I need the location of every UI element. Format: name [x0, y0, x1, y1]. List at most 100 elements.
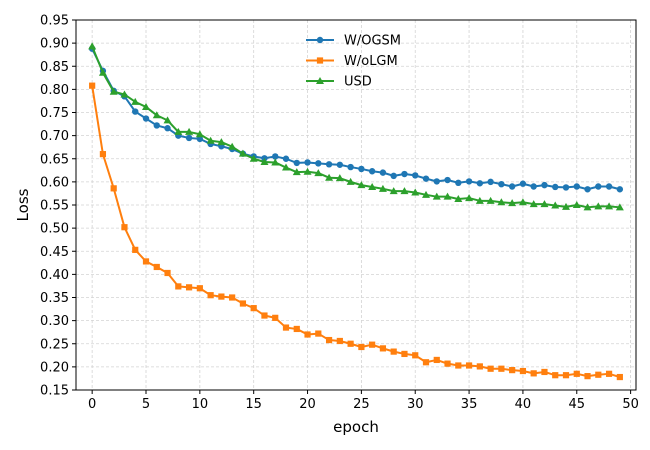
data-point-w-olgm [358, 343, 365, 351]
data-point-w-ogsm [358, 165, 365, 173]
series-usd [88, 42, 624, 211]
data-point-usd [540, 200, 549, 208]
data-point-usd [152, 111, 161, 119]
data-point-usd [260, 157, 269, 165]
data-point-w-olgm [455, 362, 462, 369]
data-point-w-olgm [229, 294, 236, 301]
data-point-usd [475, 196, 484, 204]
data-point-w-ogsm [584, 186, 591, 193]
data-point-w-olgm [336, 337, 343, 345]
y-tick-label: 0.40 [40, 268, 69, 283]
data-point-usd [389, 187, 398, 195]
y-tick-label: 0.15 [40, 384, 69, 399]
data-point-w-ogsm [519, 180, 527, 187]
data-point-w-olgm [110, 185, 117, 192]
series-w-olgm [89, 82, 623, 381]
data-point-w-olgm [573, 370, 580, 377]
y-tick-label: 0.20 [40, 360, 69, 375]
data-point-w-olgm [595, 371, 602, 378]
data-point-w-ogsm [573, 183, 580, 190]
data-point-w-ogsm [455, 179, 462, 186]
data-point-usd [583, 203, 592, 211]
data-point-usd [325, 173, 334, 181]
data-point-usd [271, 158, 280, 166]
data-point-w-olgm [465, 362, 473, 369]
data-point-w-olgm [132, 246, 139, 253]
data-point-usd [88, 42, 97, 50]
data-point-w-olgm [89, 82, 96, 89]
data-point-w-ogsm [325, 161, 333, 168]
data-point-w-olgm [175, 283, 182, 290]
data-point-usd [346, 177, 355, 185]
data-point-w-olgm [121, 224, 128, 231]
data-point-w-olgm [422, 359, 430, 366]
data-point-w-olgm [272, 314, 279, 321]
legend-entry-w-olgm: W/oLGM [306, 54, 398, 69]
data-point-w-olgm [347, 340, 354, 347]
data-point-usd [238, 149, 247, 157]
data-point-usd [378, 184, 387, 192]
data-point-w-olgm [519, 367, 527, 375]
data-point-usd [508, 199, 517, 207]
data-point-usd [594, 202, 603, 210]
data-point-usd [572, 201, 581, 208]
data-point-usd [282, 163, 290, 171]
data-point-usd [432, 192, 441, 200]
series-line-w-ogsm [91, 48, 621, 191]
data-point-w-olgm [552, 372, 559, 379]
data-point-w-olgm [476, 363, 483, 370]
data-point-w-olgm [325, 336, 333, 344]
data-point-w-ogsm [368, 168, 376, 175]
data-point-w-ogsm [304, 159, 311, 166]
data-point-w-ogsm [196, 135, 204, 143]
data-point-w-ogsm [605, 183, 613, 190]
data-point-w-ogsm [498, 180, 505, 188]
y-tick-label: 0.75 [40, 106, 69, 121]
data-point-w-olgm [562, 372, 570, 379]
data-point-usd [249, 154, 258, 162]
data-point-usd [400, 187, 409, 195]
data-point-w-olgm [293, 325, 300, 333]
y-tick-label: 0.50 [40, 222, 69, 237]
data-point-w-olgm [185, 284, 193, 291]
data-point-w-olgm [584, 373, 591, 380]
data-point-w-olgm [444, 360, 451, 367]
data-point-w-ogsm [336, 161, 344, 168]
data-point-w-olgm [401, 350, 408, 358]
legend-entry-usd: USD [306, 75, 372, 90]
data-point-w-olgm [498, 365, 505, 372]
grid [76, 19, 636, 391]
data-point-usd [422, 190, 430, 198]
data-point-usd [195, 130, 204, 138]
data-point-usd [529, 200, 538, 208]
data-point-usd [411, 188, 420, 196]
data-point-usd [465, 194, 474, 202]
x-tick-label: 30 [407, 397, 424, 412]
data-point-w-olgm [433, 356, 440, 364]
x-tick-label: 50 [622, 397, 639, 412]
data-point-w-olgm [379, 345, 387, 352]
data-point-w-ogsm [282, 155, 290, 162]
x-tick-label: 25 [353, 397, 370, 412]
data-point-w-ogsm [185, 134, 193, 142]
y-tick-label: 0.80 [40, 83, 69, 98]
y-tick-label: 0.30 [40, 314, 69, 329]
data-point-usd [454, 194, 463, 202]
data-point-w-ogsm [595, 183, 602, 190]
data-point-w-olgm [250, 305, 257, 312]
data-point-w-ogsm [379, 169, 387, 176]
data-point-w-olgm [616, 373, 623, 381]
legend-label: W/oLGM [344, 54, 398, 69]
data-point-usd [142, 102, 150, 110]
legend-marker [316, 36, 324, 44]
data-point-w-olgm [304, 331, 311, 338]
data-point-usd [357, 181, 366, 189]
data-point-usd [206, 136, 215, 144]
data-point-w-olgm [315, 330, 322, 337]
data-point-w-olgm [509, 367, 516, 374]
data-point-usd [303, 167, 312, 175]
data-point-w-ogsm [508, 183, 516, 190]
data-point-usd [443, 192, 452, 200]
ticks: 0 5 10 15 20 25 30 35 40 45 50 0.15 0.20 0.25 0.30 0.35… [40, 14, 639, 413]
data-point-w-olgm [369, 341, 376, 348]
